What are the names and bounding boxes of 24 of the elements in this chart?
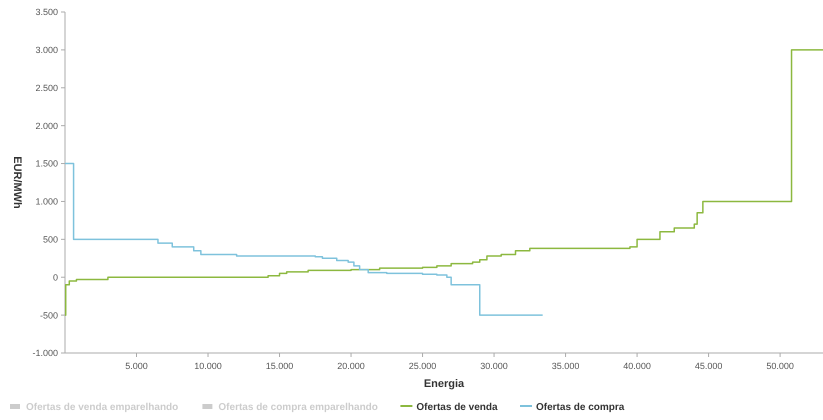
- y-tick-label: 2.500: [35, 82, 58, 93]
- y-tick-label: 1.000: [35, 196, 58, 207]
- x-tick-label: 40.000: [623, 361, 651, 371]
- x-tick-label: 15.000: [266, 361, 294, 371]
- y-tick-label: 2.000: [35, 120, 58, 131]
- x-tick-label: 5.000: [125, 361, 148, 371]
- x-tick-label: 30.000: [480, 361, 508, 371]
- y-tick-label: 3.000: [35, 45, 58, 56]
- x-tick-label: 45.000: [694, 361, 722, 371]
- x-tick-label: 20.000: [337, 361, 365, 371]
- y-tick-label: -500: [40, 310, 58, 320]
- y-tick-label: 3.500: [35, 7, 58, 18]
- legend-label: Ofertas de compra: [536, 402, 625, 413]
- x-tick-label: 35.000: [552, 361, 580, 371]
- y-tick-label: 500: [42, 234, 58, 244]
- x-tick-label: 10.000: [194, 361, 222, 371]
- y-tick-label: -1.000: [32, 348, 58, 358]
- x-tick-label: 25.000: [408, 361, 436, 371]
- y-tick-label: 1.500: [35, 158, 58, 169]
- x-axis-title: Energia: [424, 378, 466, 390]
- y-axis-title: EUR/MWh: [11, 156, 23, 210]
- legend-label: Ofertas de venda: [416, 402, 498, 413]
- x-tick-label: 50.000: [766, 361, 794, 371]
- y-tick-label: 0: [52, 272, 58, 282]
